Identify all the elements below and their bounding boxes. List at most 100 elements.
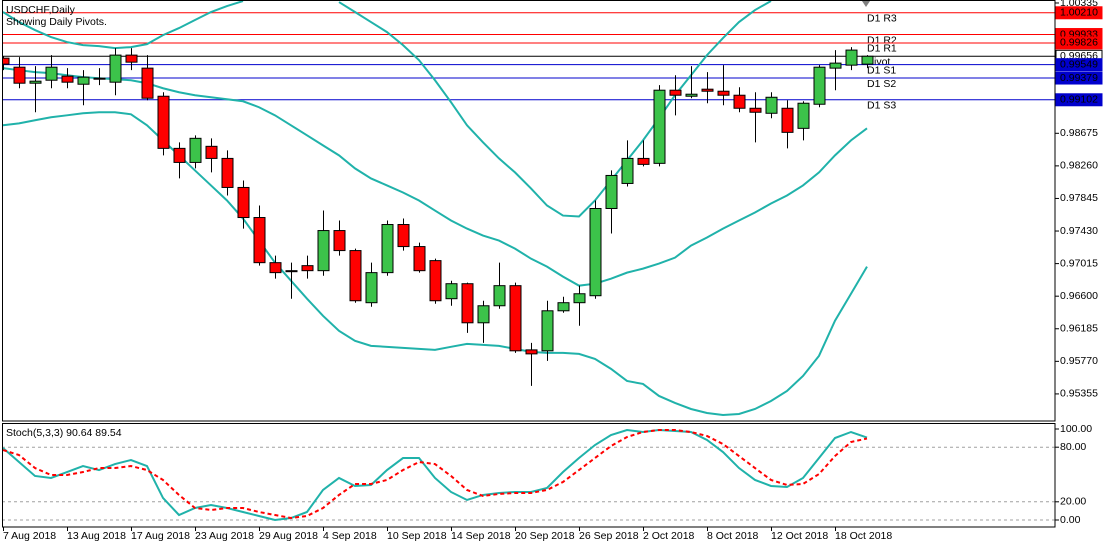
- candle-body: [173, 147, 186, 163]
- candle-body: [605, 174, 618, 209]
- y-tick-label: 0.96600: [1060, 290, 1098, 302]
- x-tick-label: 4 Sep 2018: [323, 530, 377, 542]
- candle-body: [237, 186, 250, 219]
- candle-body: [125, 54, 138, 63]
- candle-body: [797, 102, 810, 129]
- y-tick-label: 80.00: [1060, 441, 1086, 453]
- chart-title: USDCHF,Daily: [6, 4, 76, 16]
- price-tag: [1055, 58, 1103, 72]
- candle-body: [429, 260, 442, 302]
- bollinger-band: [2, 0, 244, 50]
- price-tag: [1055, 36, 1103, 50]
- candle-body: [205, 145, 218, 159]
- bollinger-band: [2, 111, 868, 417]
- candle-body: [349, 250, 362, 302]
- bollinger-band: [338, 0, 772, 218]
- shift-marker: [862, 1, 870, 7]
- y-tick-label: 0.97015: [1060, 257, 1098, 269]
- chart-subtitle: Showing Daily Pivots.: [6, 16, 107, 28]
- stoch-title: Stoch(5,3,3) 90.64 89.54: [6, 427, 122, 439]
- x-tick-label: 23 Aug 2018: [195, 530, 254, 542]
- pivot-level-name: D1 S3: [867, 100, 896, 112]
- stoch-frame: [2, 423, 1056, 528]
- y-tick-label: 20.00: [1060, 496, 1086, 508]
- y-tick-label: 0.97430: [1060, 225, 1098, 237]
- x-tick-label: 10 Sep 2018: [387, 530, 447, 542]
- candle-body: [285, 270, 298, 273]
- x-tick-label: 14 Sep 2018: [451, 530, 511, 542]
- price-tag: [1055, 71, 1103, 85]
- candle-body: [109, 54, 122, 83]
- y-tick-label: 0.95770: [1060, 355, 1098, 367]
- price-tag: [1055, 6, 1103, 20]
- y-tick-label: 0.97845: [1060, 192, 1098, 204]
- candle-body: [845, 49, 858, 66]
- price-tag-label: 0.99826: [1060, 37, 1098, 49]
- x-tick-label: 13 Aug 2018: [67, 530, 126, 542]
- candle-body: [717, 90, 730, 96]
- candle-body: [669, 89, 682, 96]
- candle-body: [29, 80, 42, 84]
- candle-body: [525, 349, 538, 355]
- candle-body: [445, 283, 458, 300]
- y-tick-label: 0.00: [1060, 514, 1081, 526]
- price-tag: [1055, 93, 1103, 107]
- x-tick-label: 7 Aug 2018: [3, 530, 56, 542]
- y-tick-label: 0.96185: [1060, 323, 1098, 335]
- candle-body: [813, 66, 826, 105]
- axes: 1.00335 0.98675 0.98260 0.97845 0.97430 0.970…: [3, 0, 1103, 542]
- candle-body: [77, 76, 90, 85]
- candle-body: [13, 66, 26, 84]
- candle-body: [541, 310, 554, 352]
- x-tick-label: 2 Oct 2018: [643, 530, 695, 542]
- candle-body: [61, 75, 74, 83]
- candle-body: [653, 89, 666, 164]
- candle-body: [765, 96, 778, 114]
- candle-body: [861, 55, 874, 65]
- candle-body: [621, 157, 634, 184]
- candle-body: [317, 230, 330, 272]
- candle-body: [733, 94, 746, 109]
- candle-body: [637, 157, 650, 165]
- candle-body: [45, 66, 58, 81]
- candle-body: [157, 95, 170, 149]
- y-tick-label: 0.95355: [1060, 388, 1098, 400]
- price-tag-label: 0.99102: [1060, 94, 1098, 106]
- candle-body: [557, 302, 570, 312]
- x-tick-label: 26 Sep 2018: [579, 530, 639, 542]
- stoch-line: [2, 428, 868, 520]
- pivot-level-name: D1 R3: [867, 13, 897, 25]
- price-tag-label: 0.99549: [1060, 58, 1098, 70]
- candle-body: [413, 246, 426, 272]
- y-tick-label: 100.00: [1060, 423, 1092, 435]
- candle-body: [365, 272, 378, 304]
- candle-body: [461, 283, 474, 324]
- candle-body: [333, 230, 346, 252]
- x-tick-label: 20 Sep 2018: [515, 530, 575, 542]
- candle-body: [189, 137, 202, 163]
- x-tick-label: 17 Aug 2018: [131, 530, 190, 542]
- candle-body: [253, 217, 266, 264]
- x-tick-label: 18 Oct 2018: [835, 530, 892, 542]
- candle-body: [749, 107, 762, 113]
- candle-body: [397, 224, 410, 248]
- candle-body: [781, 107, 794, 133]
- stoch-line: [2, 428, 868, 522]
- price-tag-label: 1.00210: [1060, 7, 1098, 19]
- candle-body: [685, 93, 698, 97]
- main-frame: [2, 0, 1056, 422]
- candle-body: [493, 285, 506, 307]
- price-tag-label: 0.99379: [1060, 72, 1098, 84]
- y-tick-label: 0.98260: [1060, 160, 1098, 172]
- candle-body: [221, 157, 234, 188]
- candle-body: [589, 207, 602, 297]
- candle-body: [2, 57, 10, 65]
- pivot-level-name: D1 S1: [867, 64, 896, 76]
- candle-body: [301, 265, 314, 272]
- candle-body: [141, 67, 154, 99]
- candle-body: [269, 262, 282, 274]
